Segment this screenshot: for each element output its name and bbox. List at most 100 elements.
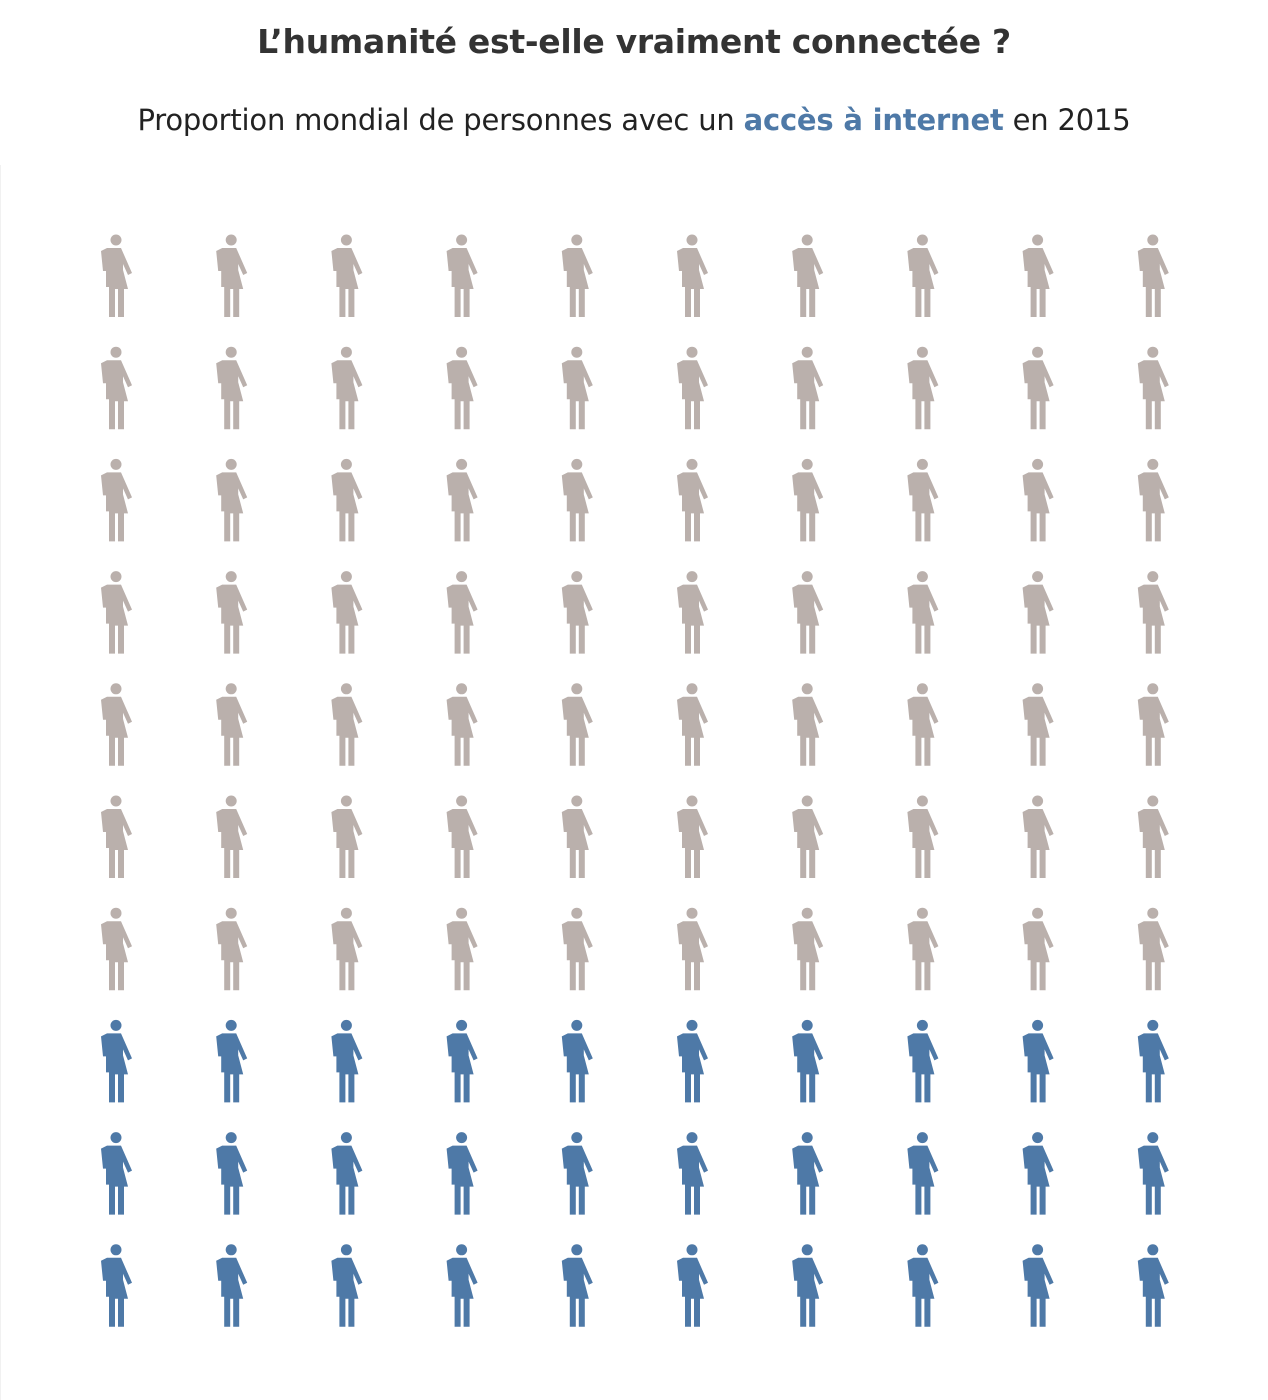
person-icon bbox=[1137, 1132, 1169, 1215]
person-icon bbox=[101, 346, 132, 430]
person-icon bbox=[1022, 795, 1054, 878]
person-icon bbox=[101, 571, 132, 654]
person-icon bbox=[677, 1244, 708, 1327]
person-icon bbox=[792, 795, 824, 878]
person-icon bbox=[1022, 1019, 1054, 1103]
person-icon bbox=[446, 907, 478, 991]
person-icon bbox=[446, 795, 478, 878]
person-icon bbox=[216, 234, 248, 317]
person-icon bbox=[216, 1019, 248, 1103]
person-icon bbox=[216, 1244, 248, 1327]
person-icon bbox=[1137, 458, 1169, 542]
person-icon bbox=[561, 795, 593, 878]
person-icon bbox=[101, 1019, 132, 1103]
person-icon bbox=[331, 1019, 363, 1103]
person-icon bbox=[907, 795, 939, 878]
person-icon bbox=[446, 346, 478, 430]
person-icon bbox=[1022, 1132, 1054, 1215]
person-icon bbox=[792, 1019, 824, 1103]
person-icon bbox=[792, 1244, 824, 1327]
person-icon bbox=[561, 234, 593, 317]
person-icon bbox=[677, 234, 708, 317]
person-icon bbox=[331, 1244, 363, 1327]
person-icon bbox=[331, 346, 363, 430]
person-icon bbox=[792, 571, 824, 654]
person-icon bbox=[216, 1132, 248, 1215]
person-icon bbox=[101, 234, 132, 317]
person-icon bbox=[216, 683, 248, 766]
person-icon bbox=[1022, 234, 1054, 317]
person-icon bbox=[101, 1132, 132, 1215]
person-icon bbox=[1137, 907, 1169, 991]
person-icon bbox=[1022, 1244, 1054, 1327]
person-icon bbox=[101, 683, 132, 766]
person-icon bbox=[331, 571, 363, 654]
person-icon bbox=[1022, 907, 1054, 991]
person-icon bbox=[907, 1132, 939, 1215]
person-icon bbox=[331, 683, 363, 766]
subtitle-text-after: en 2015 bbox=[1003, 103, 1131, 137]
person-icon bbox=[101, 907, 132, 991]
person-icon bbox=[216, 795, 248, 878]
person-icon bbox=[907, 1019, 939, 1103]
person-icon bbox=[1137, 683, 1169, 766]
person-icon bbox=[101, 1244, 132, 1327]
person-icon bbox=[561, 1132, 593, 1215]
person-icon bbox=[792, 907, 824, 991]
person-icon bbox=[561, 1019, 593, 1103]
person-icon bbox=[1137, 234, 1169, 317]
person-icon bbox=[101, 458, 132, 542]
chart-title: L’humanité est-elle vraiment connectée ? bbox=[257, 22, 1011, 61]
person-icon bbox=[446, 1019, 478, 1103]
person-icon bbox=[446, 458, 478, 542]
person-icon bbox=[1137, 346, 1169, 430]
person-icon bbox=[1137, 1244, 1169, 1327]
person-icon bbox=[907, 346, 939, 430]
person-icon bbox=[792, 458, 824, 542]
person-icon bbox=[677, 1132, 708, 1215]
person-icon bbox=[677, 571, 708, 654]
person-icon bbox=[677, 458, 708, 542]
person-icon bbox=[907, 234, 939, 317]
person-icon bbox=[907, 907, 939, 991]
pictogram-chart bbox=[101, 234, 1169, 1327]
person-icon bbox=[331, 795, 363, 878]
person-icon bbox=[677, 683, 708, 766]
person-icon bbox=[101, 795, 132, 878]
person-icon bbox=[331, 458, 363, 542]
person-icon bbox=[1022, 458, 1054, 542]
person-icon bbox=[331, 234, 363, 317]
person-icon bbox=[561, 683, 593, 766]
person-icon bbox=[1137, 571, 1169, 654]
person-icon bbox=[561, 571, 593, 654]
person-icon bbox=[792, 346, 824, 430]
person-icon bbox=[216, 346, 248, 430]
person-icon bbox=[907, 571, 939, 654]
subtitle-text-before: Proportion mondial de personnes avec un bbox=[137, 103, 744, 137]
person-icon bbox=[446, 571, 478, 654]
person-icon bbox=[561, 458, 593, 542]
person-icon bbox=[446, 1132, 478, 1215]
person-icon bbox=[561, 346, 593, 430]
person-icon bbox=[907, 683, 939, 766]
person-icon bbox=[216, 571, 248, 654]
chart-subtitle: Proportion mondial de personnes avec un … bbox=[0, 103, 1268, 137]
person-icon bbox=[446, 234, 478, 317]
person-icon bbox=[677, 346, 708, 430]
person-icon bbox=[1022, 683, 1054, 766]
person-icon bbox=[1022, 346, 1054, 430]
person-icon bbox=[677, 1019, 708, 1103]
person-icon bbox=[792, 1132, 824, 1215]
person-icon bbox=[331, 907, 363, 991]
person-icon bbox=[331, 1132, 363, 1215]
person-icon bbox=[216, 907, 248, 991]
person-icon bbox=[1137, 795, 1169, 878]
person-icon bbox=[792, 683, 824, 766]
person-icon bbox=[561, 907, 593, 991]
person-icon bbox=[907, 458, 939, 542]
person-icon bbox=[907, 1244, 939, 1327]
person-icon bbox=[216, 458, 248, 542]
person-icon bbox=[1022, 571, 1054, 654]
person-icon bbox=[446, 683, 478, 766]
chart-panel bbox=[0, 165, 1268, 1400]
